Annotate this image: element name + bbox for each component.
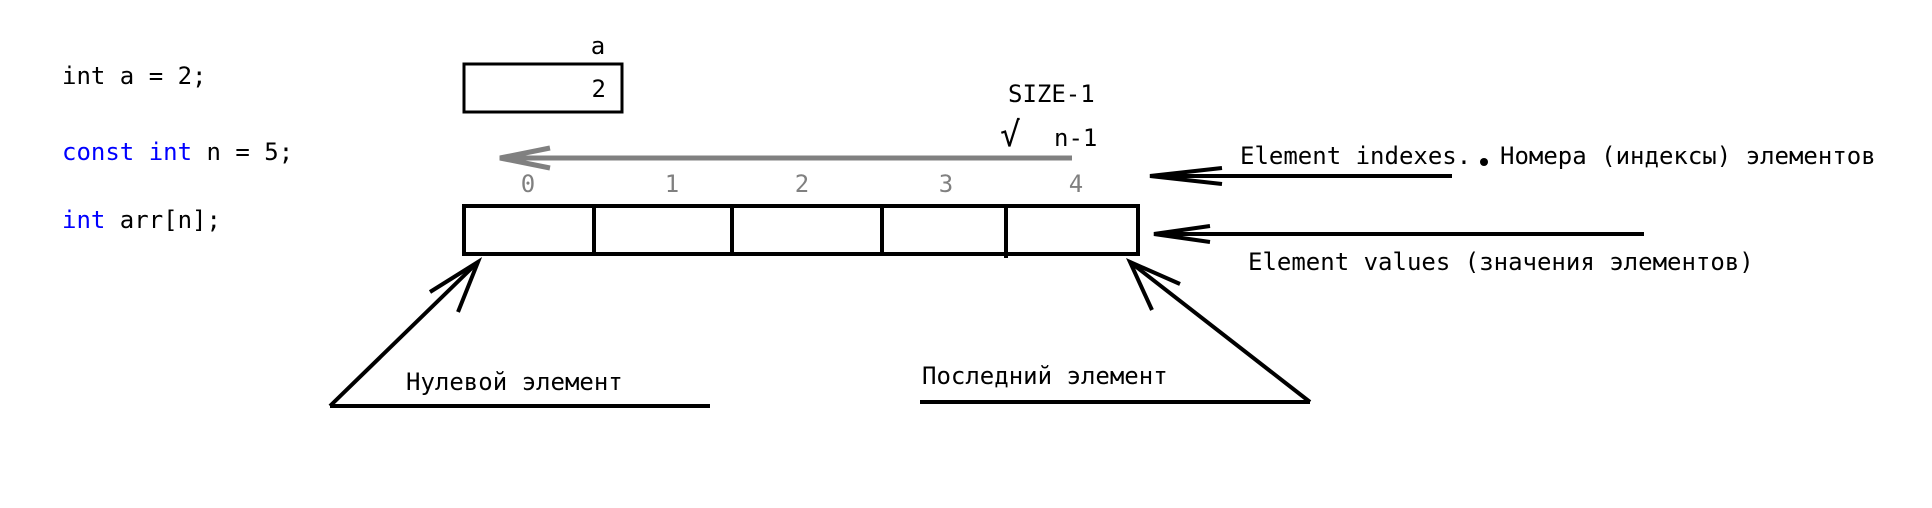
code-line-int-a: int a = 2; (62, 62, 207, 90)
variable-name: a (591, 32, 605, 60)
zero-element-label: Нулевой элемент (406, 368, 623, 396)
zero-element-arrow-shaft (328, 260, 480, 408)
keyword-const: const (62, 138, 134, 166)
variable-box (462, 62, 624, 114)
array-cells (462, 204, 1140, 258)
index-labels: 0 1 2 3 4 (521, 170, 1083, 198)
variable-value: 2 (592, 75, 606, 103)
code-line-const-n: const int n = 5; (62, 138, 293, 166)
index-label: 1 (665, 170, 679, 198)
code-line-int-arr: int arr[n]; (62, 206, 221, 234)
array-outline (462, 204, 1140, 256)
index-label: 4 (1069, 170, 1083, 198)
index-direction-arrowhead (499, 145, 551, 171)
dot-mark (1480, 158, 1488, 166)
last-element-label: Последний элемент (922, 362, 1168, 390)
element-indexes-label-en: Element indexes. (1240, 142, 1471, 170)
index-label: 2 (795, 170, 809, 198)
last-element-arrow-shaft (1128, 260, 1312, 404)
last-element-arrowhead (1125, 258, 1181, 311)
zero-element-arrowhead (428, 257, 483, 313)
keyword-int-arr: int (62, 206, 105, 234)
element-values-arrowhead (1153, 224, 1211, 244)
code-line-const-rest: n = 5; (192, 138, 293, 166)
element-values-label: Element values (значения элементов) (1248, 248, 1754, 276)
element-indexes-arrowhead (1149, 166, 1223, 186)
keyword-int: int (149, 138, 192, 166)
element-indexes-label-ru: Номера (индексы) элементов (1500, 142, 1876, 170)
size-minus-one-label: SIZE-1 (1008, 80, 1095, 108)
n-minus-one-label: n-1 (1054, 124, 1097, 152)
check-mark: √ (1000, 115, 1020, 155)
code-line-arr-rest: arr[n]; (105, 206, 221, 234)
index-label: 0 (521, 170, 535, 198)
index-label: 3 (939, 170, 953, 198)
